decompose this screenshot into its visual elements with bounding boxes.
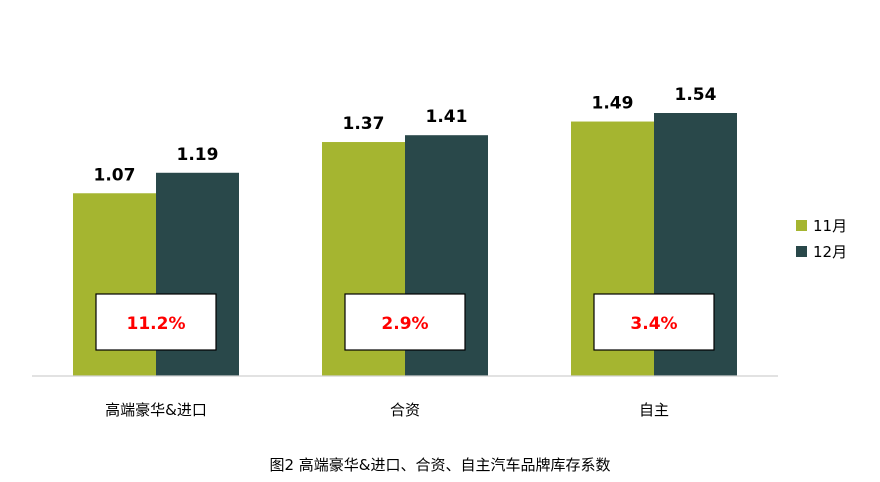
x-tick-label-1: 合资 bbox=[390, 401, 420, 419]
value-label-0-0: 1.07 bbox=[94, 165, 136, 185]
annotation-box-1 bbox=[344, 293, 466, 351]
annotation-text-2: 3.4% bbox=[630, 314, 677, 334]
value-label-1-0: 1.37 bbox=[343, 114, 385, 134]
annotation-text-1: 2.9% bbox=[381, 314, 428, 334]
chart-caption: 图2 高端豪华&进口、合资、自主汽车品牌库存系数 bbox=[269, 456, 610, 474]
value-label-2-1: 1.54 bbox=[675, 85, 717, 105]
value-labels-layer: 1.07 1.19 1.37 1.41 1.49 1.54 bbox=[94, 85, 717, 185]
annotation-text-0: 11.2% bbox=[127, 314, 186, 334]
legend-label-1: 12月 bbox=[813, 243, 847, 261]
legend-swatch-1 bbox=[796, 246, 807, 257]
x-tick-label-0: 高端豪华&进口 bbox=[105, 401, 207, 419]
annotations-layer: 11.2% 2.9% 3.4% bbox=[95, 293, 715, 351]
legend-label-0: 11月 bbox=[813, 217, 847, 235]
x-tick-labels: 高端豪华&进口 合资 自主 bbox=[105, 401, 669, 419]
annotation-box-2 bbox=[593, 293, 715, 351]
value-label-2-0: 1.49 bbox=[592, 94, 634, 114]
annotation-box-0 bbox=[95, 293, 217, 351]
value-label-1-1: 1.41 bbox=[426, 107, 468, 127]
x-tick-label-2: 自主 bbox=[639, 401, 669, 419]
value-label-0-1: 1.19 bbox=[177, 145, 219, 165]
legend-swatch-0 bbox=[796, 220, 807, 231]
